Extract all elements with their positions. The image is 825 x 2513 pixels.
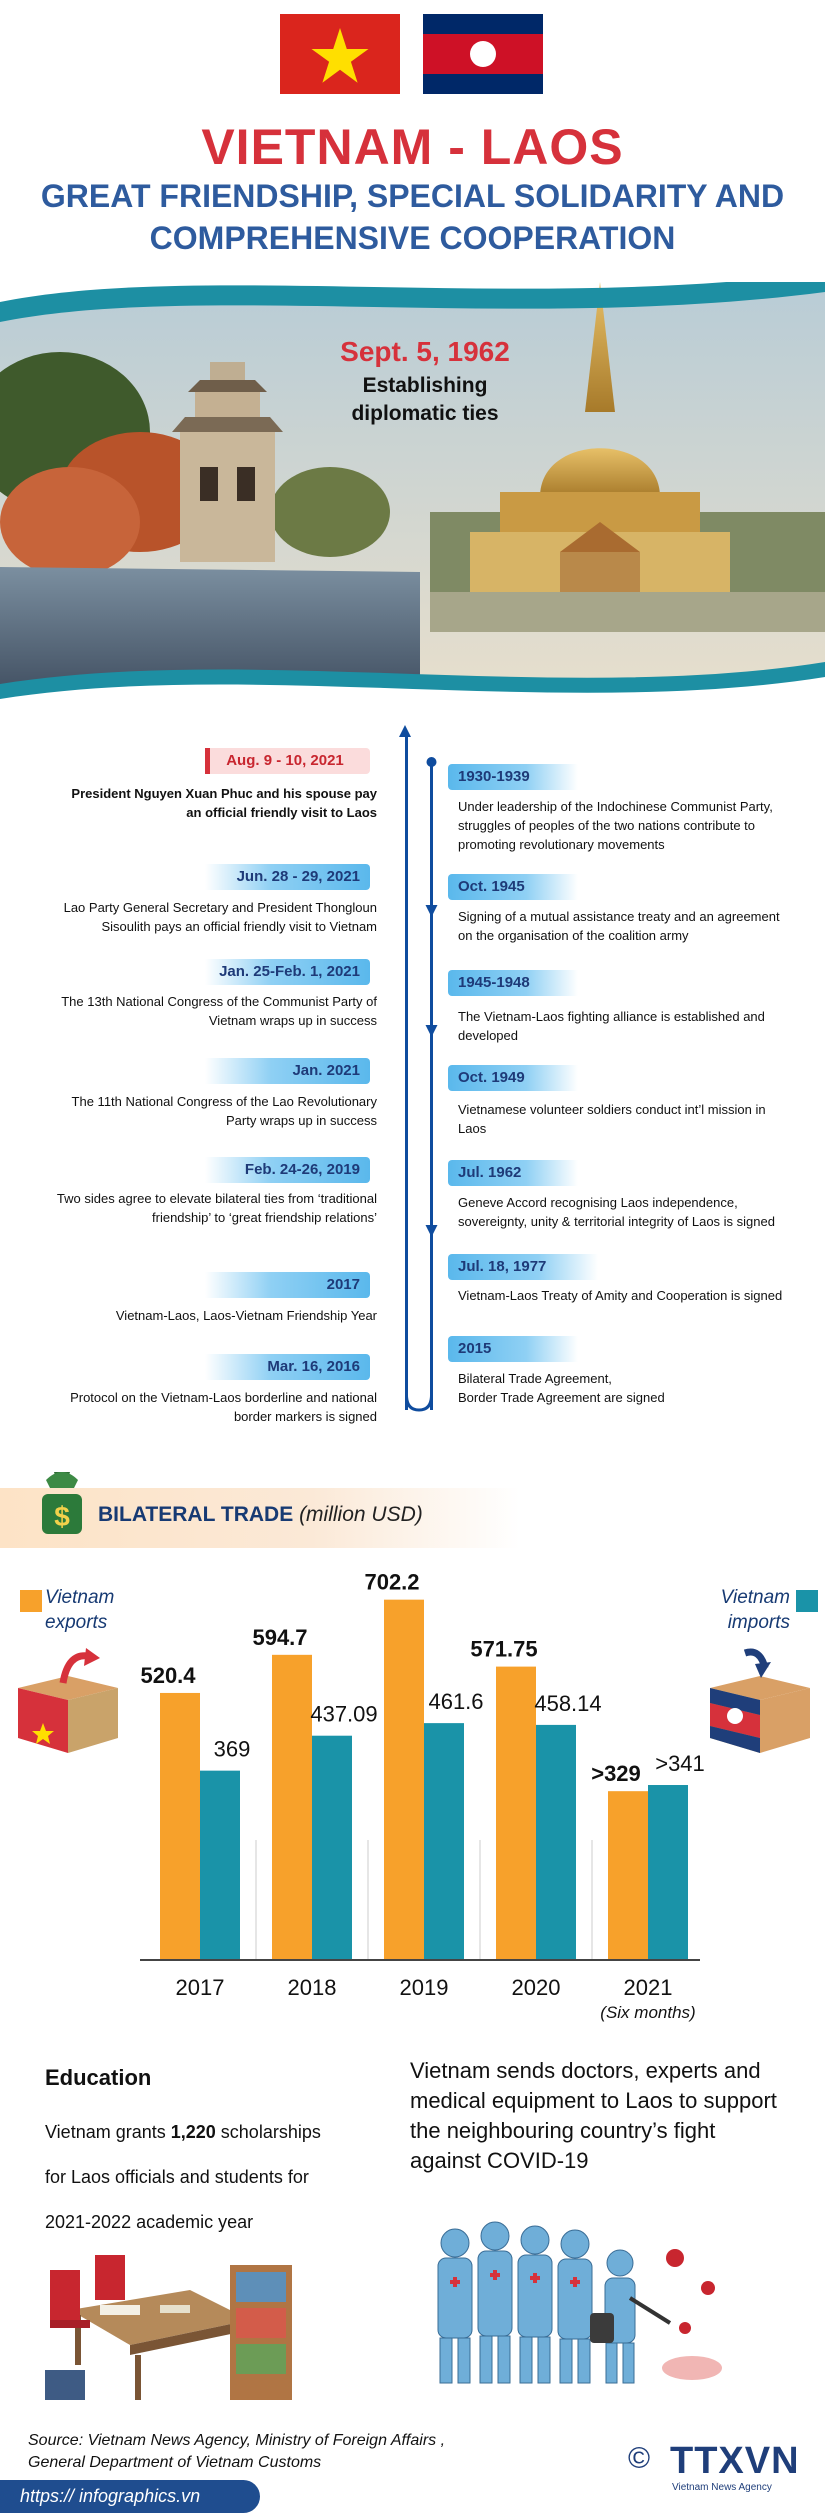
- year-tick-label: 2017: [176, 1975, 225, 2000]
- legend-exports-swatch: [20, 1590, 42, 1612]
- page-title: VIETNAM - LAOS: [201, 119, 624, 175]
- export-value-label: 571.75: [470, 1637, 537, 1662]
- timeline-left-date: Mar. 16, 2016: [205, 1354, 370, 1380]
- import-bar: [312, 1735, 352, 1960]
- footer-url[interactable]: https:// infographics.vn: [20, 2486, 201, 2506]
- timeline-left-date: Feb. 24-26, 2019: [205, 1157, 370, 1183]
- export-value-label: 702.2: [364, 1570, 419, 1595]
- page-subtitle: GREAT FRIENDSHIP, SPECIAL SOLIDARITY AND…: [40, 178, 785, 256]
- timeline-right-text: Signing of a mutual assistance treaty an…: [458, 909, 780, 943]
- timeline-right-date: Jul. 1962: [448, 1160, 578, 1186]
- vietnam-flag: [280, 14, 400, 94]
- covid-support-text: Vietnam sends doctors, experts and medic…: [410, 2058, 777, 2173]
- timeline-left-text: The 11th National Congress of the Lao Re…: [71, 1094, 377, 1128]
- year-tick-label: 2019: [400, 1975, 449, 2000]
- year-tick-label: 2021: [624, 1975, 673, 2000]
- footer-url-bar: [0, 2480, 260, 2513]
- import-value-label: >341: [655, 1751, 705, 1776]
- import-bar: [536, 1724, 576, 1960]
- import-bar: [648, 1785, 688, 1960]
- import-value-label: 458.14: [534, 1691, 601, 1716]
- ttxvn-logo: TTXVN: [670, 2440, 800, 2482]
- year-tick-label: 2018: [288, 1975, 337, 2000]
- timeline-left-date: 2017: [205, 1272, 370, 1298]
- timeline-right-date: 1945-1948: [448, 970, 578, 996]
- legend-imports-swatch: [796, 1590, 818, 1612]
- hero-caption: Establishing diplomatic ties: [351, 374, 499, 425]
- timeline-left-text: Protocol on the Vietnam-Laos borderline …: [70, 1390, 377, 1424]
- export-bar: [160, 1692, 200, 1960]
- export-value-label: 594.7: [252, 1625, 307, 1650]
- import-value-label: 461.6: [428, 1689, 483, 1714]
- export-value-label: >329: [591, 1761, 641, 1786]
- export-bar: [608, 1791, 648, 1960]
- timeline-right-text: The Vietnam-Laos fighting alliance is es…: [458, 1009, 765, 1043]
- trade-bar-chart: 520.4 369 2017 594.7 437.09 2018 702.2 461.6 201…: [140, 1570, 705, 2022]
- import-value-label: 437.09: [310, 1702, 377, 1727]
- hero-illustration: [0, 282, 825, 712]
- money-bag-icon: $: [42, 1472, 82, 1534]
- timeline-right-date: Oct. 1949: [448, 1065, 578, 1091]
- export-bar: [496, 1666, 536, 1960]
- timeline-left-text: Two sides agree to elevate bilateral tie…: [56, 1191, 377, 1225]
- trade-title: BILATERAL TRADE (million USD): [98, 1503, 423, 1526]
- source-note: Source: Vietnam News Agency, Ministry of…: [28, 2432, 446, 2471]
- star-icon: [311, 28, 369, 83]
- moon-icon: [470, 41, 496, 67]
- education-title: Education: [45, 2065, 152, 2090]
- year-note-label: (Six months): [600, 2003, 695, 2022]
- timeline-right-date: Oct. 1945: [448, 874, 578, 900]
- timeline-right-date: 1930-1939: [448, 764, 578, 790]
- timeline-right-text: Under leadership of the Indochinese Comm…: [458, 799, 773, 852]
- timeline-right-date: 2015: [448, 1336, 578, 1362]
- timeline-left-text: Vietnam-Laos, Laos-Vietnam Friendship Ye…: [115, 1308, 377, 1323]
- timeline-left-date: Jan. 2021: [205, 1058, 370, 1084]
- legend-imports-label: Vietnam imports: [720, 1587, 790, 1633]
- timeline-left-text: Lao Party General Secretary and Presiden…: [63, 900, 377, 934]
- timeline-axis-left: [405, 732, 408, 1410]
- classroom-illustration: [45, 2255, 292, 2400]
- timeline-left-date: Jun. 28 - 29, 2021: [205, 864, 370, 890]
- timeline-right-text: Geneve Accord recognising Laos independe…: [458, 1195, 775, 1229]
- export-bar: [272, 1654, 312, 1960]
- timeline-axis-right: [430, 760, 433, 1410]
- import-value-label: 369: [214, 1737, 251, 1762]
- timeline-left-date: Aug. 9 - 10, 2021: [205, 748, 370, 774]
- vietnam-export-box-icon: [18, 1648, 118, 1753]
- copyright-symbol: ©: [628, 2442, 651, 2475]
- ttxvn-logo-subtitle: Vietnam News Agency: [672, 2482, 772, 2493]
- export-value-label: 520.4: [140, 1663, 196, 1688]
- export-bar: [384, 1599, 424, 1960]
- timeline-left-text: President Nguyen Xuan Phuc and his spous…: [71, 786, 377, 820]
- timeline-left-text: The 13th National Congress of the Commun…: [61, 994, 377, 1028]
- legend-exports-label: Vietnam exports: [45, 1587, 115, 1633]
- year-tick-label: 2020: [512, 1975, 561, 2000]
- medical-team-illustration: [437, 2221, 722, 2384]
- hero-date: Sept. 5, 1962: [340, 336, 510, 367]
- import-bar: [424, 1723, 464, 1960]
- laos-flag: [423, 14, 543, 94]
- svg-text:$: $: [54, 1501, 70, 1532]
- timeline-right-text: Bilateral Trade Agreement, Border Trade …: [458, 1371, 665, 1405]
- trade-header-band: [0, 1488, 520, 1548]
- timeline-left-date: Jan. 25-Feb. 1, 2021: [205, 959, 370, 985]
- timeline-right-text: Vietnamese volunteer soldiers conduct in…: [458, 1102, 766, 1136]
- timeline-connector: [399, 725, 438, 1412]
- timeline-right-date: Jul. 18, 1977: [448, 1254, 598, 1280]
- education-text: Vietnam grants 1,220 scholarships for La…: [45, 2122, 321, 2232]
- import-bar: [200, 1770, 240, 1960]
- timeline-right-text: Vietnam-Laos Treaty of Amity and Coopera…: [458, 1288, 783, 1303]
- vietnam-import-box-icon: [710, 1648, 810, 1753]
